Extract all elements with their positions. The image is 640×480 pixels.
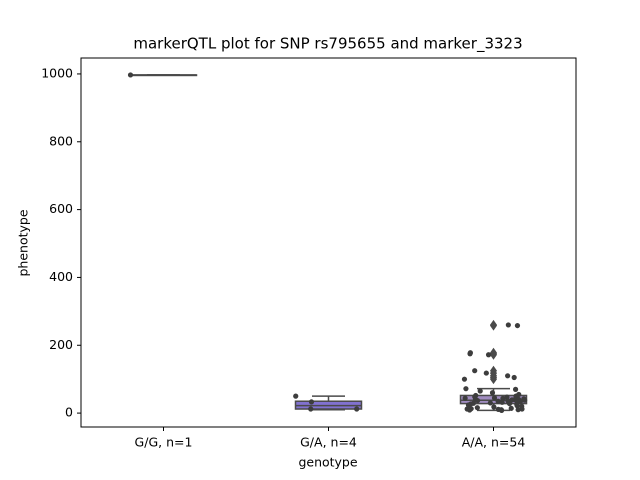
strip-point bbox=[514, 322, 521, 329]
y-tick-label: 0 bbox=[65, 405, 73, 420]
strip-point bbox=[505, 322, 511, 328]
outlier bbox=[490, 349, 497, 360]
y-tick-label: 1000 bbox=[41, 65, 73, 80]
strip-point bbox=[499, 399, 505, 405]
strip-point bbox=[461, 376, 468, 382]
strip-point bbox=[519, 406, 525, 412]
strip-point bbox=[511, 374, 517, 381]
strip-point bbox=[477, 388, 483, 394]
strip-point bbox=[462, 395, 468, 401]
strip-point bbox=[467, 407, 473, 413]
strip-point bbox=[308, 406, 314, 412]
strip-point bbox=[308, 399, 315, 405]
outlier bbox=[490, 374, 497, 385]
strip-point bbox=[467, 351, 473, 357]
strip-point bbox=[508, 405, 514, 411]
strip-point bbox=[127, 72, 134, 78]
strip-point bbox=[489, 390, 496, 396]
outlier bbox=[490, 320, 497, 331]
chart-title: markerQTL plot for SNP rs795655 and mark… bbox=[133, 35, 522, 54]
strip-point bbox=[514, 403, 520, 409]
y-tick-label: 400 bbox=[49, 269, 73, 284]
y-axis-label: phenotype bbox=[16, 209, 31, 276]
strip-point bbox=[505, 373, 511, 379]
strip-point bbox=[487, 400, 493, 406]
x-tick-label: G/G, n=1 bbox=[135, 435, 193, 450]
strip-point bbox=[509, 397, 515, 403]
strip-point bbox=[495, 398, 501, 404]
x-axis-label: genotype bbox=[298, 455, 357, 470]
y-tick-label: 800 bbox=[49, 133, 73, 148]
strip-point bbox=[354, 406, 360, 412]
strip-point bbox=[499, 407, 505, 413]
strip-point bbox=[474, 397, 481, 404]
strip-point bbox=[485, 352, 492, 358]
y-tick-label: 200 bbox=[49, 337, 73, 352]
strip-point bbox=[472, 368, 478, 374]
strip-point bbox=[293, 393, 299, 399]
x-tick-label: A/A, n=54 bbox=[462, 435, 526, 450]
strip-point bbox=[515, 407, 521, 413]
strip-point bbox=[474, 405, 480, 411]
strip-point bbox=[483, 370, 489, 376]
plot-frame bbox=[80, 57, 577, 428]
strip-point bbox=[491, 404, 497, 410]
x-tick-label: G/A, n=4 bbox=[300, 435, 357, 450]
strip-point bbox=[512, 386, 519, 392]
strip-point bbox=[522, 397, 528, 403]
strip-point bbox=[463, 386, 469, 392]
strip-point bbox=[491, 395, 498, 401]
strip-point bbox=[506, 400, 513, 407]
y-tick-label: 600 bbox=[49, 201, 73, 216]
